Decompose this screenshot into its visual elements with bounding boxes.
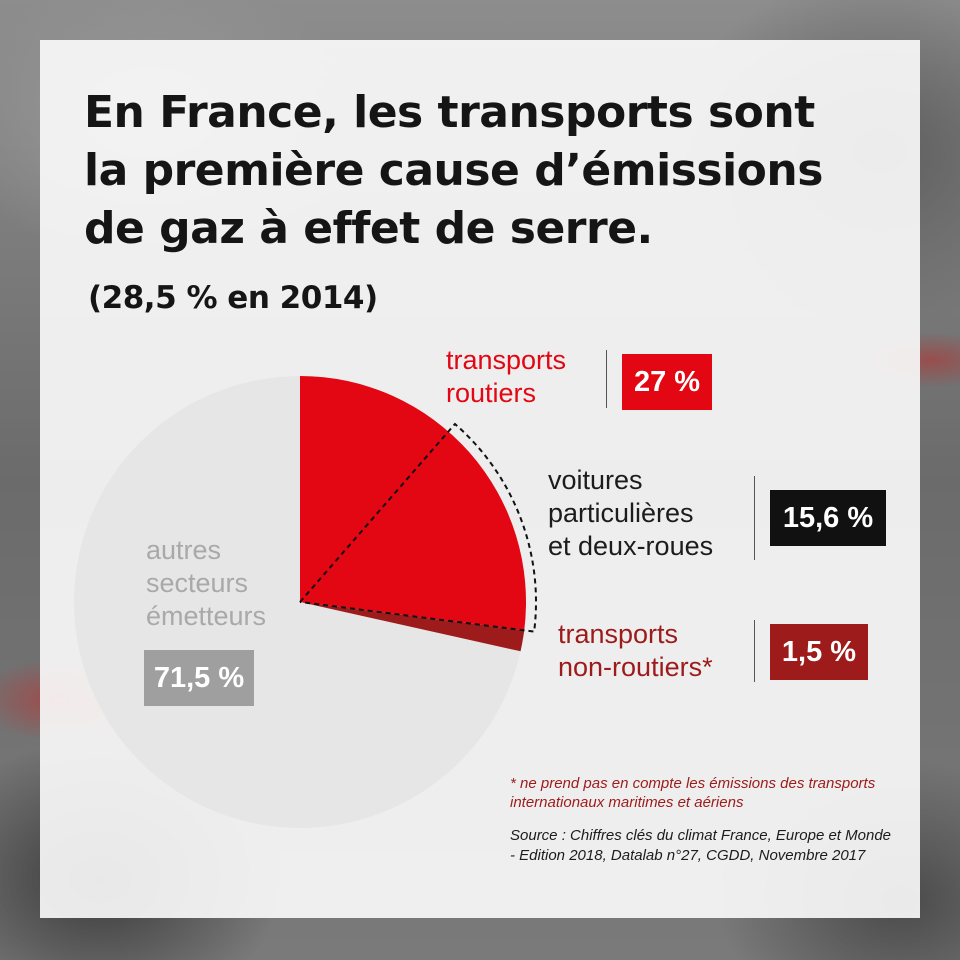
value-badge-road: 27 % (622, 354, 712, 410)
label-cars-line2: particulières (548, 498, 694, 528)
chart-subtitle: (28,5 % en 2014) (88, 280, 378, 316)
label-other-sectors: autres secteurs émetteurs (146, 534, 266, 633)
pie-slice-road-transport (300, 375, 527, 631)
label-road-line2: routiers (446, 378, 537, 408)
label-nonroad-line2: non-routiers* (558, 652, 713, 682)
label-cars-line1: voitures (548, 465, 643, 495)
label-nonroad-line1: transports (558, 619, 679, 649)
label-non-road-transport: transports non-routiers* (558, 618, 713, 684)
divider-nonroad (754, 620, 755, 682)
cars-subsegment-outline (299, 422, 537, 633)
label-road-line1: transports (446, 345, 567, 375)
footnote: * ne prend pas en compte les émissions d… (510, 775, 876, 811)
value-badge-non-road: 1,5 % (770, 624, 868, 680)
chart-title: En France, les transports sont la premiè… (84, 87, 823, 254)
label-others-line1: autres (146, 535, 222, 565)
pie-slice-non-road-transport (300, 602, 525, 652)
label-cars: voitures particulières et deux-roues (548, 464, 713, 563)
label-others-line3: émetteurs (146, 601, 267, 631)
value-badge-others: 71,5 % (144, 650, 254, 706)
value-badge-cars: 15,6 % (770, 490, 886, 546)
source-note: Source : Chiffres clés du climat France,… (510, 827, 892, 864)
label-others-line2: secteurs (146, 568, 249, 598)
label-road-transport: transports routiers (446, 344, 566, 410)
label-cars-line3: et deux-roues (548, 531, 714, 561)
divider-road (606, 350, 607, 408)
pie-slice-others (74, 376, 521, 828)
divider-cars (754, 476, 755, 560)
